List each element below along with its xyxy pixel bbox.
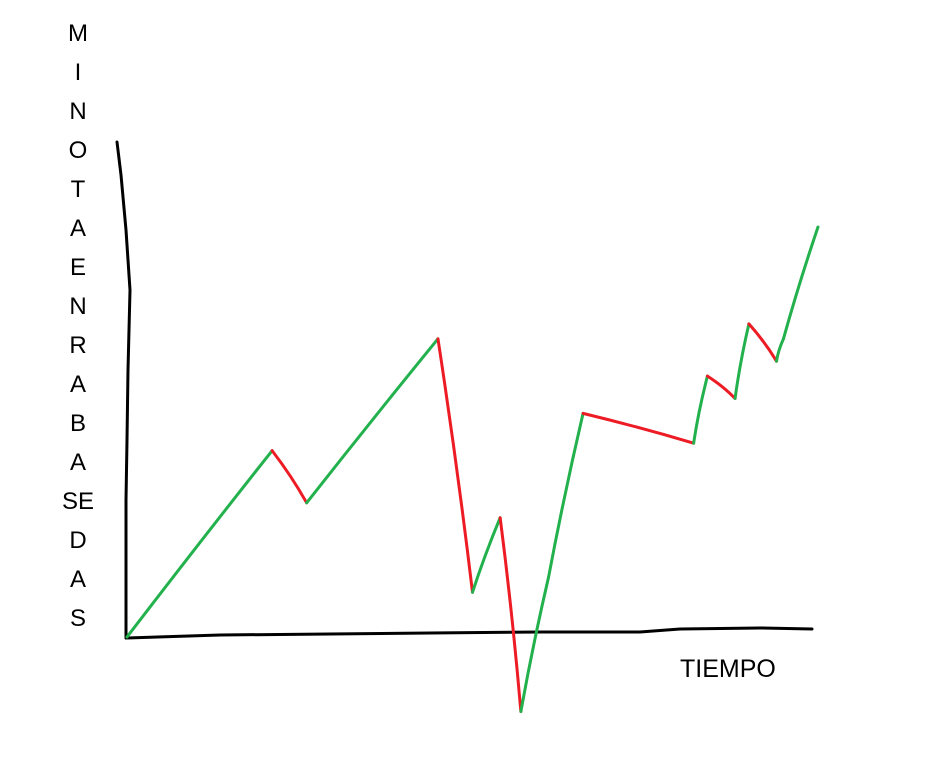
series-segment-up — [471, 516, 502, 594]
series-segment-up — [547, 411, 585, 579]
series-segment-down — [581, 411, 696, 445]
chart-series — [125, 225, 820, 714]
y-axis-label-char: E — [69, 254, 86, 281]
series-segment-down — [747, 322, 779, 363]
y-axis-line — [115, 140, 132, 640]
series-segment-up — [305, 337, 440, 505]
y-axis-label-char: SE — [61, 488, 94, 515]
chart-axes — [115, 140, 814, 640]
y-axis-label-char: D — [69, 527, 87, 554]
y-axis-label-char: A — [69, 566, 86, 593]
x-axis-line — [124, 626, 814, 640]
series-segment-up — [733, 322, 751, 400]
series-segment-up — [519, 575, 551, 714]
series-segment-down — [270, 449, 309, 505]
y-axis-label-char: A — [69, 449, 86, 476]
series-segment-down — [705, 374, 737, 400]
series-segment-up — [692, 374, 709, 445]
y-axis-label-char: A — [69, 371, 86, 398]
y-axis-label-char: I — [74, 59, 82, 86]
y-axis-label-char: B — [69, 410, 86, 437]
y-axis-label-char: N — [69, 293, 87, 320]
x-axis-label: TIEMPO — [680, 655, 776, 683]
y-axis-label-char: S — [69, 605, 86, 632]
y-axis-label-char: O — [68, 137, 88, 164]
y-axis-label-char: M — [68, 20, 88, 47]
y-axis-label-char: T — [70, 176, 86, 203]
y-axis-label-char: R — [69, 332, 87, 359]
y-axis-label-char: N — [69, 98, 87, 125]
y-axis-label: M I N O T A E N R A B A SE D A S — [48, 14, 108, 638]
series-segment-down — [498, 516, 523, 714]
series-segment-up — [125, 449, 274, 639]
series-segment-down — [436, 337, 474, 594]
series-segment-up — [781, 225, 820, 341]
y-axis-label-char: A — [69, 215, 86, 242]
series-segment-up — [775, 337, 785, 363]
